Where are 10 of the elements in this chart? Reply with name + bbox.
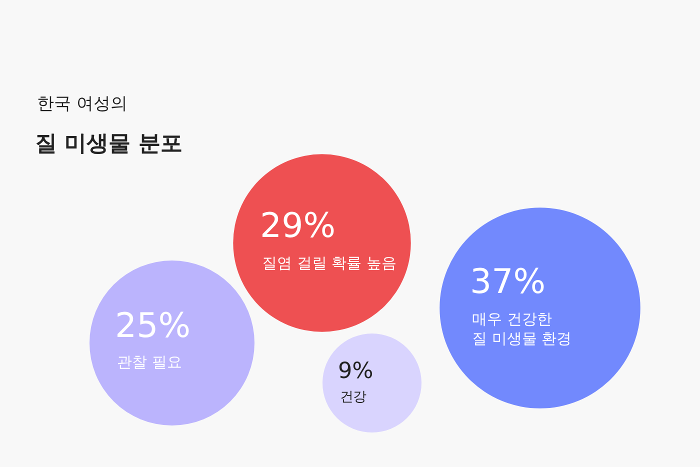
category-label: 매우 건강한 질 미생물 환경 bbox=[472, 310, 572, 348]
category-label: 관찰 필요 bbox=[117, 353, 182, 371]
text: 한국 여성의 bbox=[37, 94, 128, 114]
category-label: 건강 bbox=[340, 390, 366, 405]
data-label: 9% bbox=[338, 358, 374, 384]
data-label: 29% bbox=[260, 206, 336, 246]
data-label: 37% bbox=[470, 262, 546, 302]
data-label: 25% bbox=[115, 306, 191, 346]
category-label: 질염 걸릴 확률 높음 bbox=[262, 254, 396, 272]
text: 질 미생물 분포 bbox=[35, 132, 182, 157]
